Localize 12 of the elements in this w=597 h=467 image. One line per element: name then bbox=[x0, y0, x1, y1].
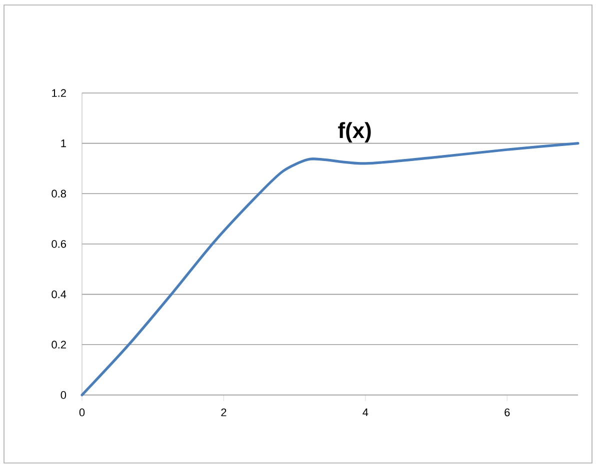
y-tick-label: 1 bbox=[61, 140, 66, 148]
text: f(x) bbox=[338, 122, 371, 143]
x-tick-label: 2 bbox=[221, 408, 226, 416]
y-tick-label: 0 bbox=[60, 391, 66, 399]
y-tick-label: 0.2 bbox=[52, 340, 66, 349]
y-tick-label: 0.8 bbox=[52, 190, 66, 198]
x-tick-label: 0 bbox=[79, 408, 85, 416]
y-tick-label: 1.2 bbox=[52, 89, 66, 97]
y-tick-label: 0.6 bbox=[52, 240, 66, 248]
x-tick-label: 4 bbox=[362, 408, 368, 416]
x-tick-label: 6 bbox=[504, 408, 510, 416]
y-tick-label: 0.4 bbox=[52, 290, 66, 298]
